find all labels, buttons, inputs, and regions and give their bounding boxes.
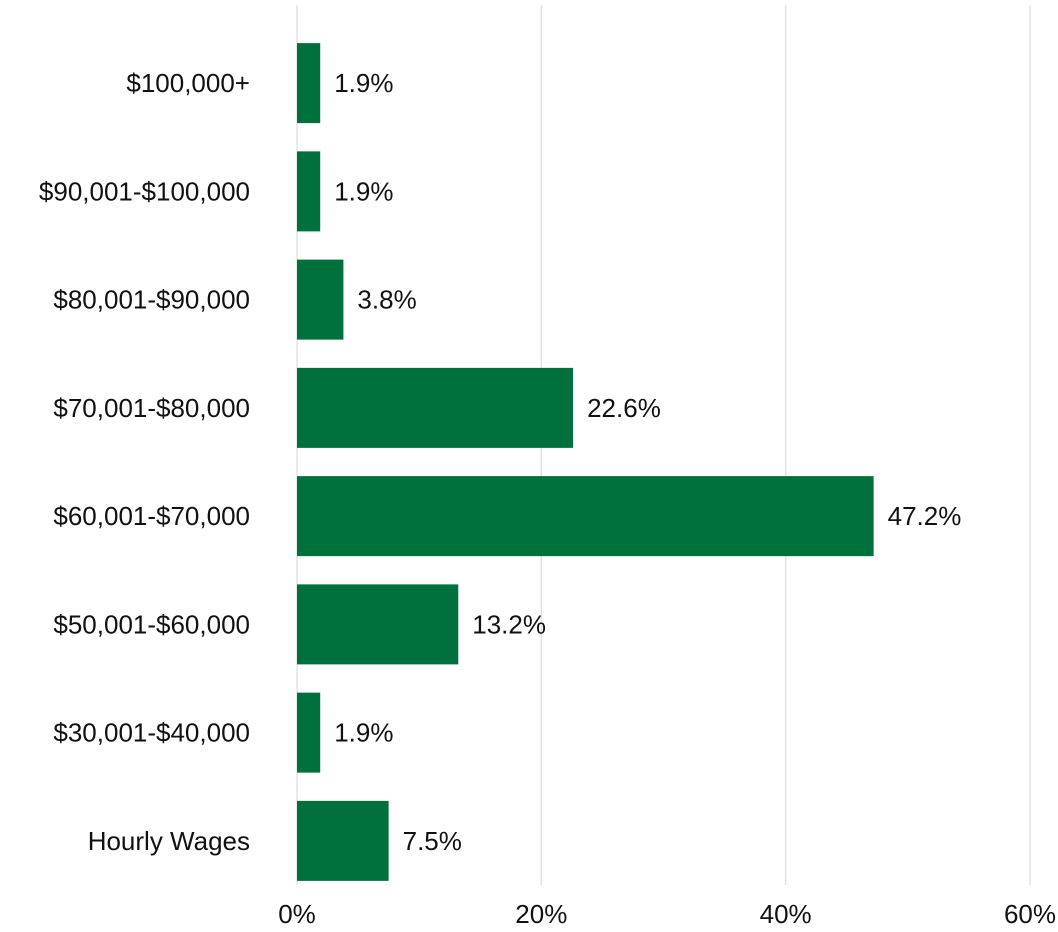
y-tick-label: $80,001-$90,000 [53, 285, 250, 315]
y-tick-label: $100,000+ [126, 68, 250, 98]
x-tick-label: 60% [1004, 899, 1056, 929]
x-tick-label: 20% [515, 899, 567, 929]
bar [297, 476, 874, 557]
x-tick-label: 0% [278, 899, 316, 929]
data-label: 1.9% [334, 176, 393, 206]
data-label: 22.6% [587, 393, 661, 423]
bar [297, 151, 321, 232]
data-label: 3.8% [357, 285, 416, 315]
y-tick-label: $30,001-$40,000 [53, 718, 250, 748]
y-tick-label: $50,001-$60,000 [53, 609, 250, 639]
x-tick-label: 40% [760, 899, 812, 929]
y-tick-label: $60,001-$70,000 [53, 501, 250, 531]
y-tick-label: $70,001-$80,000 [53, 393, 250, 423]
bar [297, 43, 321, 124]
data-label: 47.2% [888, 501, 962, 531]
y-tick-label: Hourly Wages [88, 826, 250, 856]
bar [297, 800, 389, 881]
data-label: 7.5% [403, 826, 462, 856]
bar [297, 367, 574, 448]
bar [297, 259, 344, 340]
bar [297, 692, 321, 773]
data-label: 1.9% [334, 718, 393, 748]
y-tick-label: $90,001-$100,000 [39, 176, 250, 206]
data-label: 1.9% [334, 68, 393, 98]
data-label: 13.2% [472, 609, 546, 639]
bar [297, 584, 459, 665]
